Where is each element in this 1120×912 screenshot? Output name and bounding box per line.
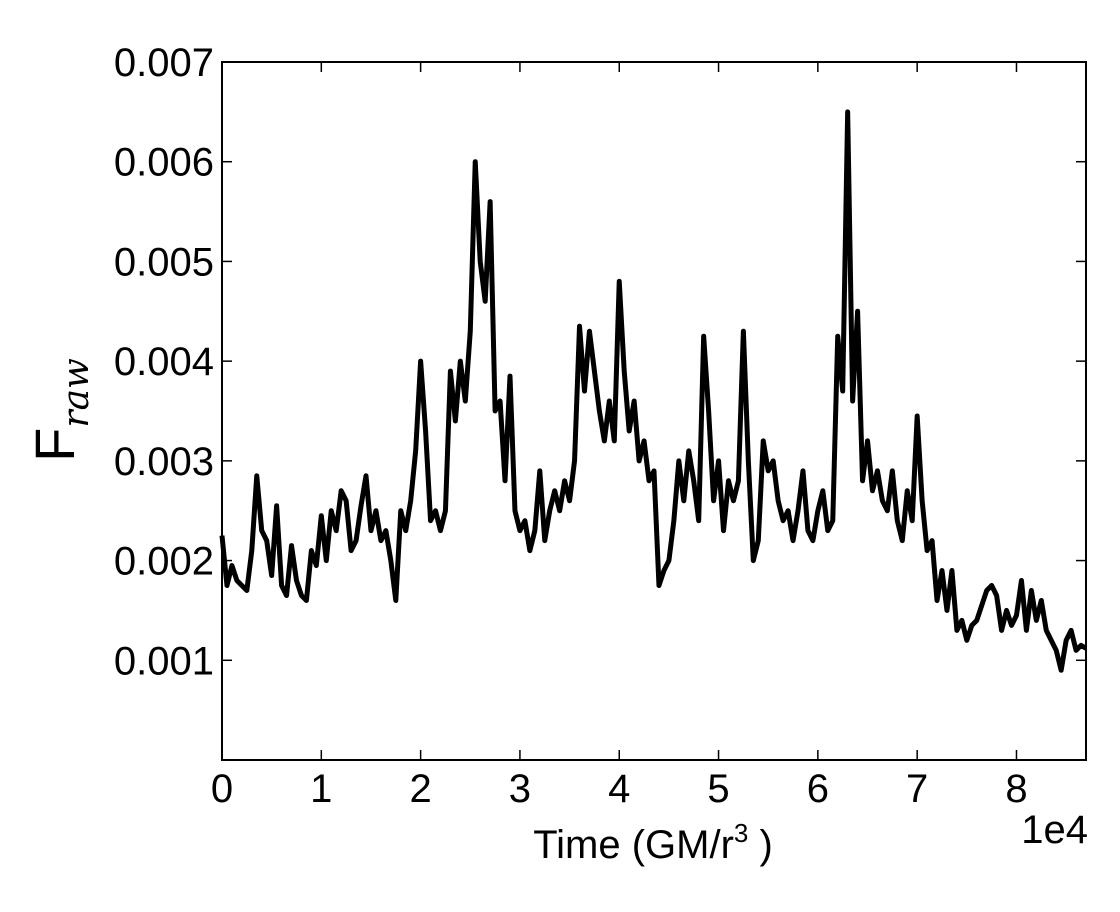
y-tick-label: 0.007 [114,41,214,85]
plot-frame [221,61,1087,761]
x-tick-label: 1 [310,767,332,811]
y-tick-label: 0.001 [114,639,214,683]
x-tick-label: 6 [807,767,829,811]
y-tick-label: 0.004 [114,340,214,384]
x-tick-label: 0 [211,767,233,811]
x-label-text: Time (GM/r [533,823,734,867]
x-axis-label: Time (GM/r3 ) [533,818,773,867]
y-tick-label: 0.006 [114,141,214,185]
x-tick-label: 3 [509,767,531,811]
y-label-main: F [23,428,86,462]
series-line [219,109,1088,673]
x-tick-label: 8 [1005,767,1027,811]
x-label-sup: 3 [734,818,748,848]
x-label-tail: ) [748,823,772,867]
x-tick-label: 2 [409,767,431,811]
y-label-sub: raw [56,358,97,428]
y-tick-label: 0.003 [114,440,214,484]
y-tick-label: 0.002 [114,540,214,584]
y-axis-label: Fraw [23,358,97,462]
x-tick-label: 7 [906,767,928,811]
y-tick-label: 0.005 [114,240,214,284]
x-offset-label: 1e4 [1021,808,1088,852]
x-tick-label: 4 [608,767,630,811]
x-tick-label: 5 [707,767,729,811]
